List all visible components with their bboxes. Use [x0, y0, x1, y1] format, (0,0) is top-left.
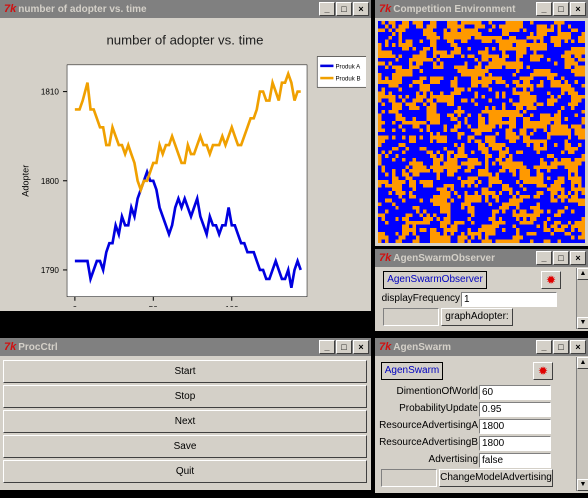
tk-logo-icon: 7k: [4, 341, 17, 353]
observer-probe-area: [383, 308, 439, 326]
quit-button[interactable]: Quit: [3, 460, 367, 483]
close-button[interactable]: ×: [353, 2, 369, 16]
close-button[interactable]: ×: [353, 340, 369, 354]
bug-icon[interactable]: ✹: [533, 362, 553, 380]
minimize-button[interactable]: _: [536, 2, 552, 16]
procctrl-window-title: ProcCtrl: [18, 342, 58, 353]
minimize-button[interactable]: _: [536, 251, 552, 265]
resource-advertising-b-field[interactable]: 1800: [479, 436, 551, 451]
series-line-produk-b: [74, 69, 301, 194]
procctrl-window: 7k ProcCtrl _ □ × Start Stop Next Save Qu…: [0, 338, 371, 490]
resource-advertising-b-label: ResourceAdvertisingB: [379, 437, 478, 448]
adopter-chart: number of adopter vs. time 0 50 100 1790 1800…: [4, 22, 366, 307]
chart-window-titlebar[interactable]: 7k number of adopter vs. time _ □ ×: [0, 0, 371, 18]
legend-label: Produk B: [335, 76, 360, 83]
tk-logo-icon: 7k: [379, 252, 392, 264]
resource-advertising-a-label: ResourceAdvertisingA: [379, 420, 478, 431]
start-button[interactable]: Start: [3, 360, 367, 383]
legend-box: [316, 56, 366, 88]
competition-window: 7k Competition Environment _ □ ×: [375, 0, 588, 246]
chart-window: 7k number of adopter vs. time _ □ × numbe…: [0, 0, 371, 311]
agenswarm-scrollbar[interactable]: ▲ ▼: [576, 357, 588, 491]
x-tick-label: 0: [73, 305, 78, 307]
maximize-button[interactable]: □: [553, 2, 569, 16]
y-tick-label: 1800: [41, 177, 60, 186]
maximize-button[interactable]: □: [553, 251, 569, 265]
y-tick-label: 1790: [41, 266, 60, 275]
graph-adopter-button[interactable]: graphAdopter:: [441, 308, 513, 326]
observer-window-title: AgenSwarmObserver: [393, 253, 495, 264]
agenswarm-window: 7k AgenSwarm _ □ × AgenSwarm ✹ DimentionO…: [375, 338, 588, 493]
close-button[interactable]: ×: [570, 340, 586, 354]
advertising-label: Advertising: [428, 454, 478, 465]
agenswarm-probe-area: [381, 469, 437, 487]
chart-title: number of adopter vs. time: [106, 33, 263, 48]
close-button[interactable]: ×: [570, 251, 586, 265]
legend-label: Produk A: [335, 63, 361, 70]
minimize-button[interactable]: _: [319, 2, 335, 16]
scroll-down-icon[interactable]: ▼: [577, 317, 588, 329]
dimention-of-world-label: DimentionOfWorld: [396, 386, 478, 397]
maximize-button[interactable]: □: [553, 340, 569, 354]
resource-advertising-a-field[interactable]: 1800: [479, 419, 551, 434]
observer-window: 7k AgenSwarmObserver _ □ × AgenSwarmObser…: [375, 249, 588, 331]
minimize-button[interactable]: _: [536, 340, 552, 354]
tk-logo-icon: 7k: [379, 341, 392, 353]
close-button[interactable]: ×: [570, 2, 586, 16]
procctrl-window-titlebar[interactable]: 7k ProcCtrl _ □ ×: [0, 338, 371, 356]
scroll-up-icon[interactable]: ▲: [577, 268, 588, 280]
tk-logo-icon: 7k: [379, 3, 392, 15]
observer-scrollbar[interactable]: ▲ ▼: [576, 268, 588, 329]
agenswarm-window-title: AgenSwarm: [393, 342, 452, 353]
tk-logo-icon: 7k: [4, 3, 17, 15]
maximize-button[interactable]: □: [336, 340, 352, 354]
display-frequency-label: displayFrequency: [381, 293, 460, 304]
save-button[interactable]: Save: [3, 435, 367, 458]
maximize-button[interactable]: □: [336, 2, 352, 16]
observer-object-button[interactable]: AgenSwarmObserver: [383, 271, 487, 289]
scroll-up-icon[interactable]: ▲: [577, 357, 588, 369]
chart-window-title: number of adopter vs. time: [18, 4, 147, 15]
advertising-field[interactable]: false: [479, 453, 551, 468]
next-button[interactable]: Next: [3, 410, 367, 433]
series-line-produk-a: [74, 167, 302, 288]
display-frequency-field[interactable]: 1: [461, 292, 557, 307]
x-tick-label: 50: [149, 305, 159, 307]
y-axis-label: Adopter: [20, 165, 30, 197]
plot-area: [66, 64, 308, 297]
agenswarm-window-titlebar[interactable]: 7k AgenSwarm _ □ ×: [375, 338, 588, 356]
dimention-of-world-field[interactable]: 60: [479, 385, 551, 400]
competition-window-titlebar[interactable]: 7k Competition Environment _ □ ×: [375, 0, 588, 18]
change-model-advertising-button[interactable]: ChangeModelAdvertising: [439, 469, 553, 487]
minimize-button[interactable]: _: [319, 340, 335, 354]
stop-button[interactable]: Stop: [3, 385, 367, 408]
x-tick-label: 100: [225, 305, 239, 307]
competition-window-title: Competition Environment: [393, 4, 516, 15]
observer-window-titlebar[interactable]: 7k AgenSwarmObserver _ □ ×: [375, 249, 588, 267]
agenswarm-object-button[interactable]: AgenSwarm: [381, 362, 443, 380]
y-tick-label: 1810: [41, 88, 60, 97]
probability-update-field[interactable]: 0.95: [479, 402, 551, 417]
competition-grid-raster: [378, 21, 585, 243]
probability-update-label: ProbabilityUpdate: [399, 403, 478, 414]
bug-icon[interactable]: ✹: [541, 271, 561, 289]
scroll-down-icon[interactable]: ▼: [577, 479, 588, 491]
